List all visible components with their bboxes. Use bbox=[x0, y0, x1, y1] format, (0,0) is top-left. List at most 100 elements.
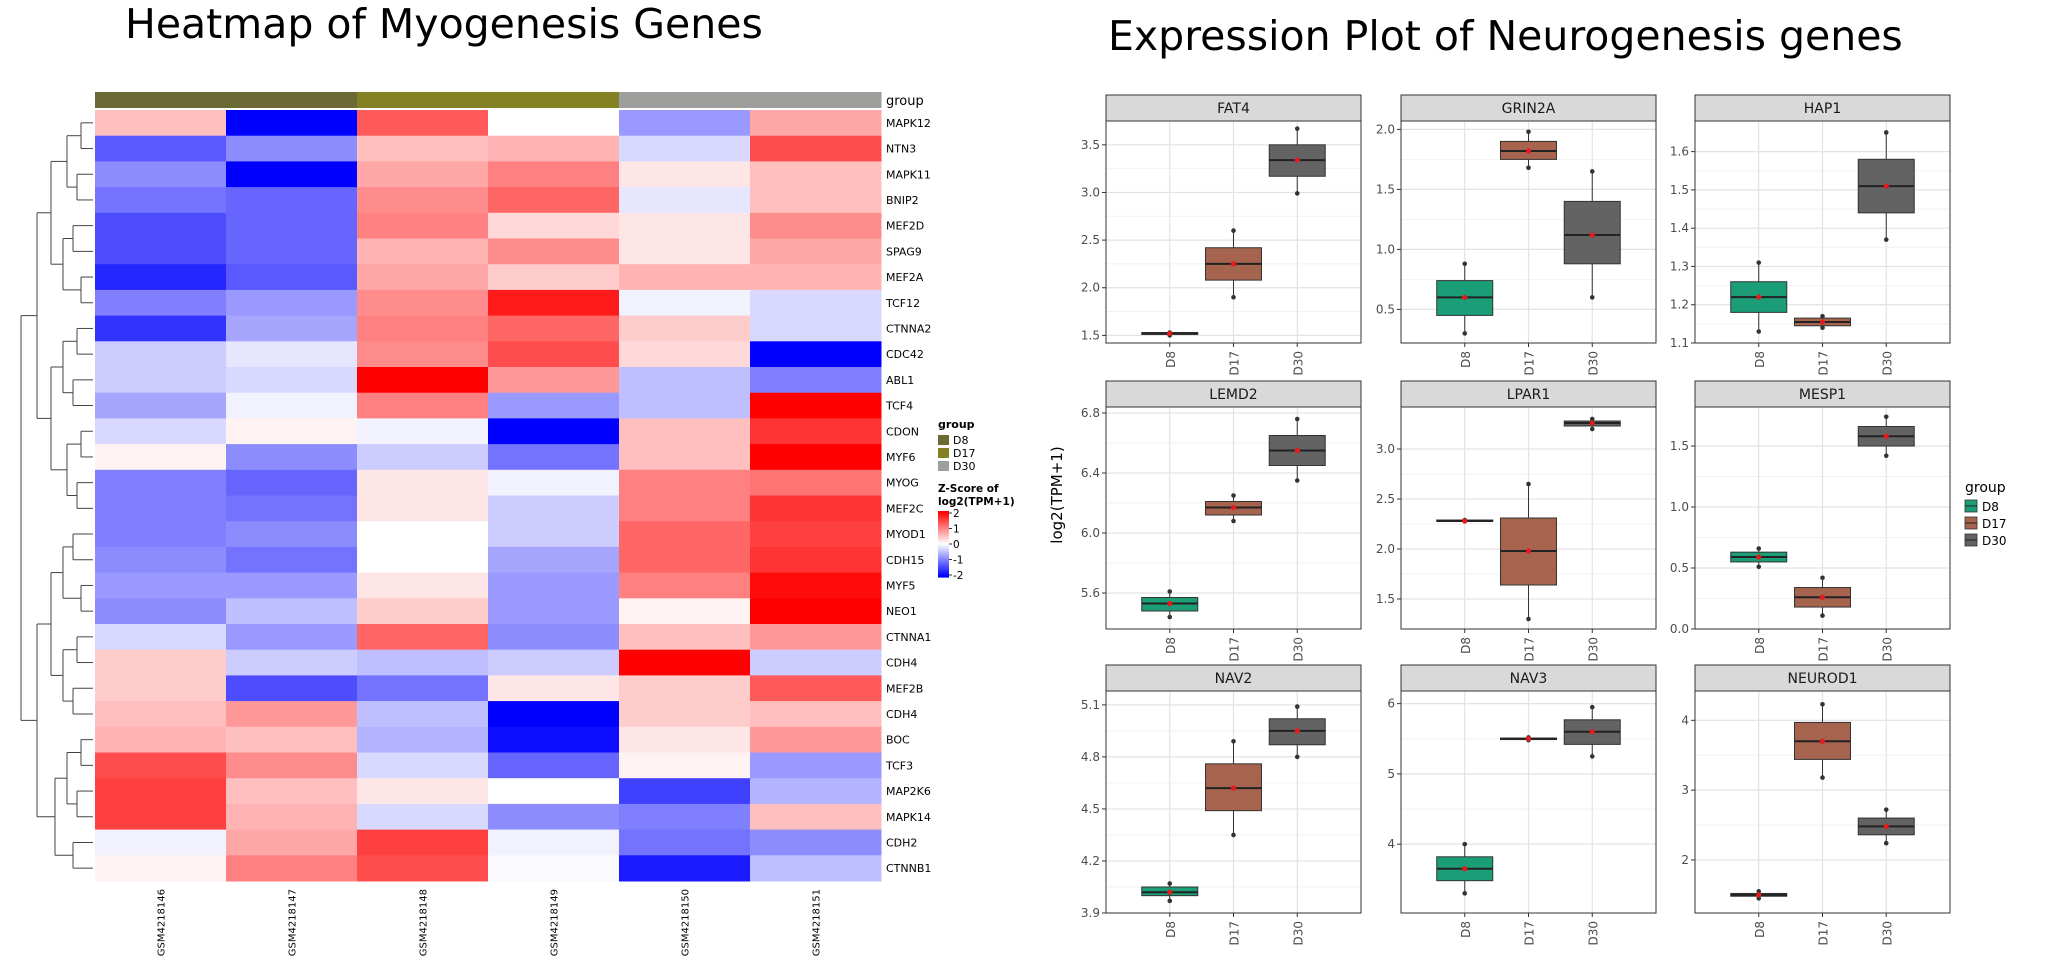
heatmap-cell bbox=[226, 726, 358, 753]
legend-scale-tick-label: -2 bbox=[953, 570, 963, 582]
heatmap-cell bbox=[357, 238, 489, 265]
heatmap-cell bbox=[750, 289, 882, 317]
heatmap-cell bbox=[226, 212, 358, 239]
legend-gradient-step bbox=[938, 548, 949, 552]
row-label: CTNNA1 bbox=[886, 631, 931, 644]
heatmap-cell bbox=[750, 315, 882, 342]
heatmap-cell bbox=[95, 546, 227, 574]
heatmap-cell bbox=[226, 264, 358, 291]
row-label: MAPK14 bbox=[886, 811, 931, 824]
column-label: GSM4218148 bbox=[419, 889, 430, 956]
x-tick-label: D30 bbox=[1586, 921, 1600, 946]
row-label: CTNNA2 bbox=[886, 322, 931, 335]
data-point bbox=[1294, 754, 1300, 760]
data-point bbox=[1756, 564, 1762, 570]
row-label: CDON bbox=[886, 425, 919, 438]
heatmap-cell bbox=[357, 855, 489, 882]
legend-swatch-D8 bbox=[938, 435, 949, 445]
panel-title: LPAR1 bbox=[1507, 387, 1551, 403]
y-tick-label: 0.0 bbox=[1670, 622, 1689, 636]
annotation-label: group bbox=[886, 94, 924, 109]
panel-strip bbox=[1400, 380, 1657, 408]
y-tick-label: 3.9 bbox=[1081, 906, 1100, 920]
heatmap-cell bbox=[619, 367, 751, 394]
row-label: BOC bbox=[886, 734, 910, 747]
x-tick-label: D30 bbox=[1291, 921, 1305, 946]
heatmap-cell bbox=[619, 855, 751, 882]
heatmap-cell bbox=[357, 469, 489, 496]
mean-point bbox=[1883, 823, 1889, 830]
row-label: CDH4 bbox=[886, 708, 917, 721]
heatmap-cell bbox=[95, 701, 227, 728]
y-tick-label: 2 bbox=[1681, 853, 1689, 867]
heatmap-cell bbox=[488, 546, 620, 574]
data-point bbox=[1231, 493, 1236, 498]
heatmap-cell bbox=[488, 315, 620, 342]
mean-point bbox=[1756, 554, 1762, 560]
legend-gradient-step bbox=[938, 558, 949, 562]
panel-title: NEUROD1 bbox=[1788, 671, 1858, 687]
y-tick-label: 2.0 bbox=[1081, 281, 1100, 295]
heatmap-cell bbox=[226, 367, 358, 394]
y-tick-label: 6.8 bbox=[1081, 406, 1100, 420]
heatmap-cell bbox=[619, 161, 751, 188]
heatmap-cell bbox=[95, 726, 227, 753]
heatmap-cell bbox=[95, 598, 227, 625]
mean-point bbox=[1462, 866, 1468, 872]
heatmap-cell bbox=[95, 315, 227, 342]
heatmap-cell bbox=[95, 341, 227, 368]
heatmap-cell bbox=[750, 726, 882, 753]
y-tick-label: 6.4 bbox=[1081, 466, 1100, 480]
mean-point bbox=[1294, 728, 1300, 734]
heatmap-cell bbox=[357, 803, 489, 831]
legend-gradient-step bbox=[938, 563, 949, 567]
mean-point bbox=[1167, 330, 1173, 337]
y-tick-label: 1.5 bbox=[1081, 328, 1100, 342]
heatmap-cell bbox=[357, 367, 489, 394]
heatmap-cell bbox=[488, 521, 620, 548]
y-tick-label: 3.0 bbox=[1376, 442, 1395, 456]
heatmap-cell bbox=[226, 161, 358, 188]
row-label: MEF2A bbox=[886, 271, 924, 284]
row-label: MYOG bbox=[886, 477, 919, 490]
column-label: GSM4218149 bbox=[550, 889, 561, 956]
heatmap-cell bbox=[357, 392, 489, 419]
heatmap-cell bbox=[750, 187, 882, 214]
heatmap-cell bbox=[226, 752, 358, 779]
y-tick-label: 6.0 bbox=[1081, 526, 1100, 540]
data-point bbox=[1883, 807, 1889, 812]
y-tick-label: 1.0 bbox=[1376, 242, 1395, 256]
data-point bbox=[1589, 416, 1595, 422]
data-point bbox=[1231, 832, 1236, 838]
data-point bbox=[1756, 260, 1762, 265]
heatmap-cell bbox=[619, 187, 751, 214]
row-label: ABL1 bbox=[886, 374, 914, 387]
panel-title: MESP1 bbox=[1799, 387, 1846, 403]
data-point bbox=[1756, 889, 1762, 894]
heatmap-cell bbox=[488, 469, 620, 496]
mean-point bbox=[1525, 548, 1532, 554]
data-point bbox=[1756, 896, 1762, 901]
y-tick-label: 3.0 bbox=[1081, 185, 1100, 199]
x-tick-label: D30 bbox=[1291, 351, 1305, 376]
heatmap-chart: group MAPK12 NTN3 MAPK11 BNIP2 MEF2D SPAG9 MEF2… bbox=[20, 92, 1015, 956]
heatmap-cell bbox=[488, 803, 620, 831]
heatmap-cell bbox=[226, 624, 358, 651]
boxplot-chart: FAT4 1.5 2.0 2.5 3.0 3.5 D8 D17 D30 GRIN2A 0.5 1.0 1… bbox=[1048, 94, 2007, 946]
y-tick-label: 1.5 bbox=[1376, 182, 1395, 196]
annotation-cell-D8 bbox=[226, 92, 358, 108]
y-tick-label: 4.8 bbox=[1081, 750, 1100, 764]
legend-gradient-step bbox=[938, 514, 949, 517]
x-tick-label: D17 bbox=[1817, 637, 1831, 662]
heatmap-cell bbox=[619, 701, 751, 728]
mean-point bbox=[1589, 420, 1595, 426]
row-label: NTN3 bbox=[886, 143, 916, 156]
legend-gradient-step bbox=[938, 512, 949, 515]
heatmap-cell bbox=[357, 624, 489, 651]
heatmap-cell bbox=[750, 778, 882, 805]
panel-title: FAT4 bbox=[1217, 101, 1250, 117]
mean-point bbox=[1525, 148, 1532, 154]
panel-title: LEMD2 bbox=[1209, 387, 1257, 403]
legend-gradient-step bbox=[938, 550, 949, 553]
heatmap-cell bbox=[750, 624, 882, 651]
